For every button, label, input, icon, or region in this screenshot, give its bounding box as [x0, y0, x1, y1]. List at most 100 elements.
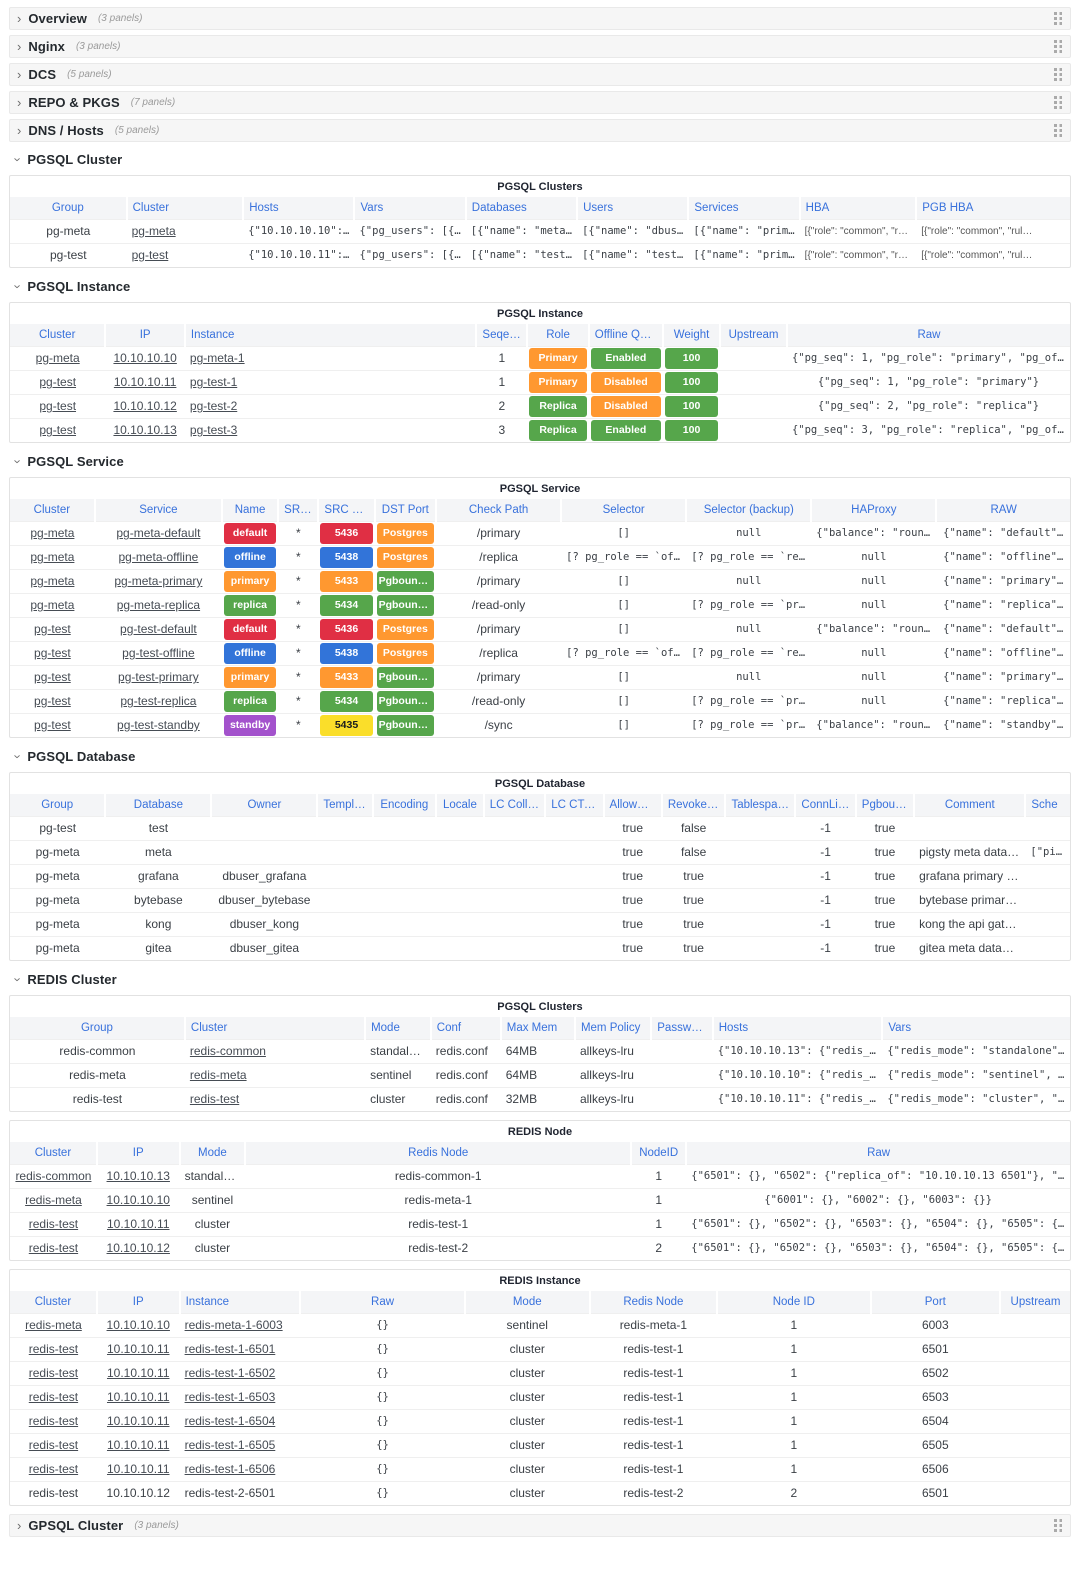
column-header-ip[interactable]: IP	[104, 324, 185, 347]
column-header-ip[interactable]: IP	[95, 1142, 180, 1165]
drag-handle-icon[interactable]	[1054, 12, 1063, 25]
cell-link[interactable]: pg-test	[34, 646, 71, 660]
cell-link[interactable]: 10.10.10.11	[113, 375, 177, 389]
column-header-upstream[interactable]: Upstream	[719, 324, 787, 347]
column-header-group[interactable]: Group	[10, 1017, 185, 1040]
cell-link[interactable]: pg-meta-primary	[114, 574, 203, 588]
cell-link[interactable]: redis-test	[28, 1366, 79, 1380]
cell-link[interactable]: redis-test-1-6501	[184, 1342, 276, 1356]
cell-link[interactable]: pg-test	[34, 622, 71, 636]
cell-link[interactable]: pg-meta	[30, 598, 75, 612]
column-header-pgb-hba[interactable]: PGB HBA	[915, 197, 1070, 220]
column-header-lc-ctype[interactable]: LC CType	[544, 794, 604, 817]
column-header-check-path[interactable]: Check Path	[435, 499, 562, 522]
cell-link[interactable]: pg-test	[39, 399, 77, 413]
column-header-tablespace[interactable]: Tablespace	[724, 794, 796, 817]
cell-link[interactable]: pg-test-2	[189, 399, 238, 413]
cell-link[interactable]: redis-test-1-6502	[184, 1366, 276, 1380]
cell-link[interactable]: redis-meta-1-6003	[184, 1318, 283, 1332]
cell-link[interactable]: 10.10.10.11	[106, 1342, 170, 1356]
row-header-gpsql-cluster[interactable]: › GPSQL Cluster (3 panels)	[9, 1514, 1071, 1537]
row-header-pgsql-cluster[interactable]: › PGSQL Cluster	[9, 149, 1071, 170]
column-header-mem-policy[interactable]: Mem Policy	[573, 1017, 652, 1040]
column-header-cluster[interactable]: Cluster	[10, 1142, 97, 1165]
cell-link[interactable]: redis-test	[28, 1438, 79, 1452]
column-header-raw[interactable]: Raw	[685, 1142, 1070, 1165]
cell-link[interactable]: redis-meta	[25, 1318, 82, 1332]
cell-link[interactable]: redis-test	[28, 1217, 79, 1231]
cell-link[interactable]: redis-test	[28, 1462, 79, 1476]
cell-link[interactable]: pg-meta	[30, 526, 75, 540]
cell-link[interactable]: pg-test	[34, 718, 71, 732]
cell-link[interactable]: pg-meta-1	[189, 351, 245, 365]
cell-link[interactable]: 10.10.10.13	[113, 423, 177, 437]
cell-link[interactable]: 10.10.10.10	[106, 1318, 170, 1332]
column-header-src-port[interactable]: SRC Port	[317, 499, 375, 522]
column-header-instance[interactable]: Instance	[183, 324, 477, 347]
cell-link[interactable]: pg-test-1	[189, 375, 238, 389]
column-header-port[interactable]: Port	[869, 1291, 1000, 1314]
column-header-revokeconn[interactable]: RevokeConn	[660, 794, 726, 817]
column-header-mode[interactable]: Mode	[364, 1017, 431, 1040]
cell-link[interactable]: redis-test-1-6504	[184, 1414, 276, 1428]
column-header-raw[interactable]: RAW	[935, 499, 1070, 522]
cell-link[interactable]: 10.10.10.11	[106, 1366, 170, 1380]
column-header-offline-query[interactable]: Offline Query	[587, 324, 663, 347]
row-header-dcs[interactable]: › DCS (5 panels)	[9, 63, 1071, 86]
column-header-group[interactable]: Group	[10, 794, 106, 817]
column-header-raw[interactable]: Raw	[299, 1291, 465, 1314]
column-header-selector-backup[interactable]: Selector (backup)	[685, 499, 812, 522]
cell-link[interactable]: pg-test-primary	[118, 670, 199, 684]
drag-handle-icon[interactable]	[1054, 68, 1063, 81]
column-header-dst-port[interactable]: DST Port	[373, 499, 437, 522]
column-header-nodeid[interactable]: NodeID	[630, 1142, 687, 1165]
cell-link[interactable]: 10.10.10.10	[106, 1193, 170, 1207]
row-header-pgsql-database[interactable]: › PGSQL Database	[9, 746, 1071, 767]
column-header-encoding[interactable]: Encoding	[371, 794, 437, 817]
column-header-owner[interactable]: Owner	[210, 794, 318, 817]
column-header-comment[interactable]: Comment	[913, 794, 1026, 817]
drag-handle-icon[interactable]	[1054, 96, 1063, 109]
column-header-src-ip[interactable]: SRC IP	[277, 499, 319, 522]
cell-link[interactable]: pg-meta-default	[116, 526, 201, 540]
column-header-redis-node[interactable]: Redis Node	[588, 1291, 717, 1314]
column-header-template[interactable]: Template	[316, 794, 373, 817]
column-header-locale[interactable]: Locale	[435, 794, 484, 817]
cell-link[interactable]: pg-test-standby	[117, 718, 200, 732]
column-header-role[interactable]: Role	[526, 324, 589, 347]
column-header-redis-node[interactable]: Redis Node	[244, 1142, 632, 1165]
column-header-raw[interactable]: Raw	[785, 324, 1070, 347]
cell-link[interactable]: redis-test-1-6505	[184, 1438, 276, 1452]
row-header-repo-pkgs[interactable]: › REPO & PKGS (7 panels)	[9, 91, 1071, 114]
column-header-cluster[interactable]: Cluster	[10, 324, 106, 347]
cell-link[interactable]: redis-test	[28, 1241, 79, 1255]
cell-link[interactable]: redis-test-1-6503	[184, 1390, 276, 1404]
column-header-selector[interactable]: Selector	[560, 499, 687, 522]
cell-link[interactable]: redis-test	[28, 1414, 79, 1428]
cell-link[interactable]: pg-meta	[30, 574, 75, 588]
column-header-cluster[interactable]: Cluster	[183, 1017, 366, 1040]
column-header-ip[interactable]: IP	[95, 1291, 180, 1314]
drag-handle-icon[interactable]	[1054, 40, 1063, 53]
cell-link[interactable]: redis-common	[15, 1169, 92, 1183]
cell-link[interactable]: 10.10.10.13	[106, 1169, 170, 1183]
cell-link[interactable]: redis-meta	[189, 1068, 247, 1082]
cell-link[interactable]: pg-test-offline	[122, 646, 195, 660]
column-header-users[interactable]: Users	[576, 197, 689, 220]
cell-link[interactable]: 10.10.10.12	[113, 399, 177, 413]
cell-link[interactable]: pg-meta	[131, 224, 176, 238]
column-header-pgbouncer[interactable]: Pgbouncer	[854, 794, 915, 817]
column-header-password[interactable]: Password	[650, 1017, 713, 1040]
cell-link[interactable]: redis-meta	[25, 1193, 82, 1207]
column-header-connlimit[interactable]: ConnLimit	[794, 794, 856, 817]
cell-link[interactable]: pg-test-replica	[120, 694, 197, 708]
column-header-upstream[interactable]: Upstream	[998, 1291, 1070, 1314]
cell-link[interactable]: pg-test	[131, 248, 169, 262]
column-header-lc-collate[interactable]: LC Collate	[482, 794, 546, 817]
column-header-service[interactable]: Service	[93, 499, 222, 522]
row-header-dns-hosts[interactable]: › DNS / Hosts (5 panels)	[9, 119, 1071, 142]
cell-link[interactable]: redis-test	[28, 1342, 79, 1356]
column-header-seqence[interactable]: Seqence	[475, 324, 528, 347]
column-header-conf[interactable]: Conf	[429, 1017, 501, 1040]
column-header-sche[interactable]: Sche	[1024, 794, 1070, 817]
